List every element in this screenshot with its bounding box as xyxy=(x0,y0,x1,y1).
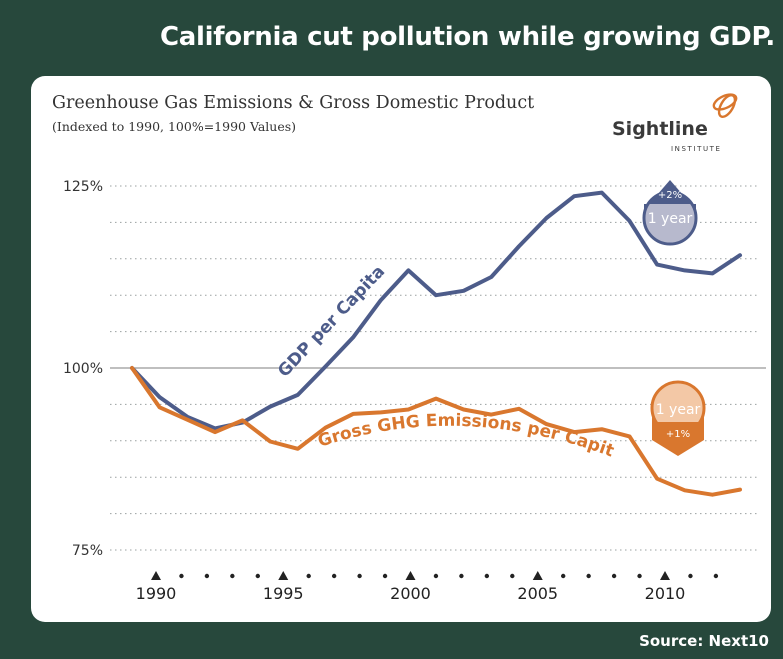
chart-panel xyxy=(31,76,771,622)
sightline-swirl-icon xyxy=(712,93,738,119)
year-dot-marker xyxy=(713,573,719,579)
chart-subtitle: (Indexed to 1990, 100%=1990 Values) xyxy=(52,119,297,134)
source-note: Source: Next10 xyxy=(639,632,769,650)
y-tick-label: 75% xyxy=(72,543,103,559)
year-dot-marker xyxy=(382,573,388,579)
series-lines xyxy=(130,190,742,497)
year-dot-marker xyxy=(230,573,235,579)
brand-name: Sightline xyxy=(612,118,708,140)
ghg-badge-period: 1 year xyxy=(656,402,701,418)
year-triangle-marker xyxy=(405,571,416,580)
x-axis-markers xyxy=(151,571,719,580)
ghg-change-badge: 1 year +1% xyxy=(650,380,706,456)
year-dot-marker xyxy=(510,573,515,579)
year-dot-marker xyxy=(204,573,210,579)
chart-title: Greenhouse Gas Emissions & Gross Domesti… xyxy=(52,93,535,113)
ghg-badge-change: +1% xyxy=(666,429,690,440)
y-axis-ticks: 75% 100% 125% xyxy=(63,179,103,559)
brand-subtitle: INSTITUTE xyxy=(671,145,722,153)
x-tick-label: 2010 xyxy=(645,584,686,603)
x-tick-label: 2000 xyxy=(390,584,431,603)
ghg-series-label: Gross GHG Emissions per Capita xyxy=(0,0,617,461)
year-dot-marker xyxy=(484,573,490,579)
year-triangle-marker xyxy=(278,571,289,580)
year-dot-marker xyxy=(637,573,642,579)
year-triangle-marker xyxy=(660,571,670,580)
year-dot-marker xyxy=(179,573,184,579)
gdp-series-label: GDP per Capita xyxy=(274,262,389,382)
x-tick-label: 1990 xyxy=(136,584,177,603)
year-dot-marker xyxy=(331,573,337,579)
year-dot-marker xyxy=(306,573,311,579)
x-tick-label: 1995 xyxy=(263,584,304,603)
year-triangle-marker xyxy=(532,571,543,580)
year-triangle-marker xyxy=(151,571,161,580)
year-dot-marker xyxy=(611,573,617,579)
y-tick-label: 125% xyxy=(63,179,103,195)
x-axis-ticks: 1990 1995 2000 2005 2010 xyxy=(136,584,686,603)
y-tick-label: 100% xyxy=(63,361,103,377)
x-tick-label: 2005 xyxy=(517,584,558,603)
year-dot-marker xyxy=(561,573,566,579)
headline: California cut pollution while growing G… xyxy=(159,22,775,52)
gdp-badge-change: +2% xyxy=(658,190,682,201)
gdp-badge-period: 1 year xyxy=(648,211,693,227)
year-dot-marker xyxy=(433,573,439,579)
year-dot-marker xyxy=(459,573,464,579)
year-dot-marker xyxy=(357,573,362,579)
year-dot-marker xyxy=(255,573,260,579)
year-dot-marker xyxy=(688,573,693,579)
ghg-series-line xyxy=(130,366,742,497)
gdp-change-badge: +2% 1 year xyxy=(642,180,698,246)
year-dot-marker xyxy=(586,573,591,579)
